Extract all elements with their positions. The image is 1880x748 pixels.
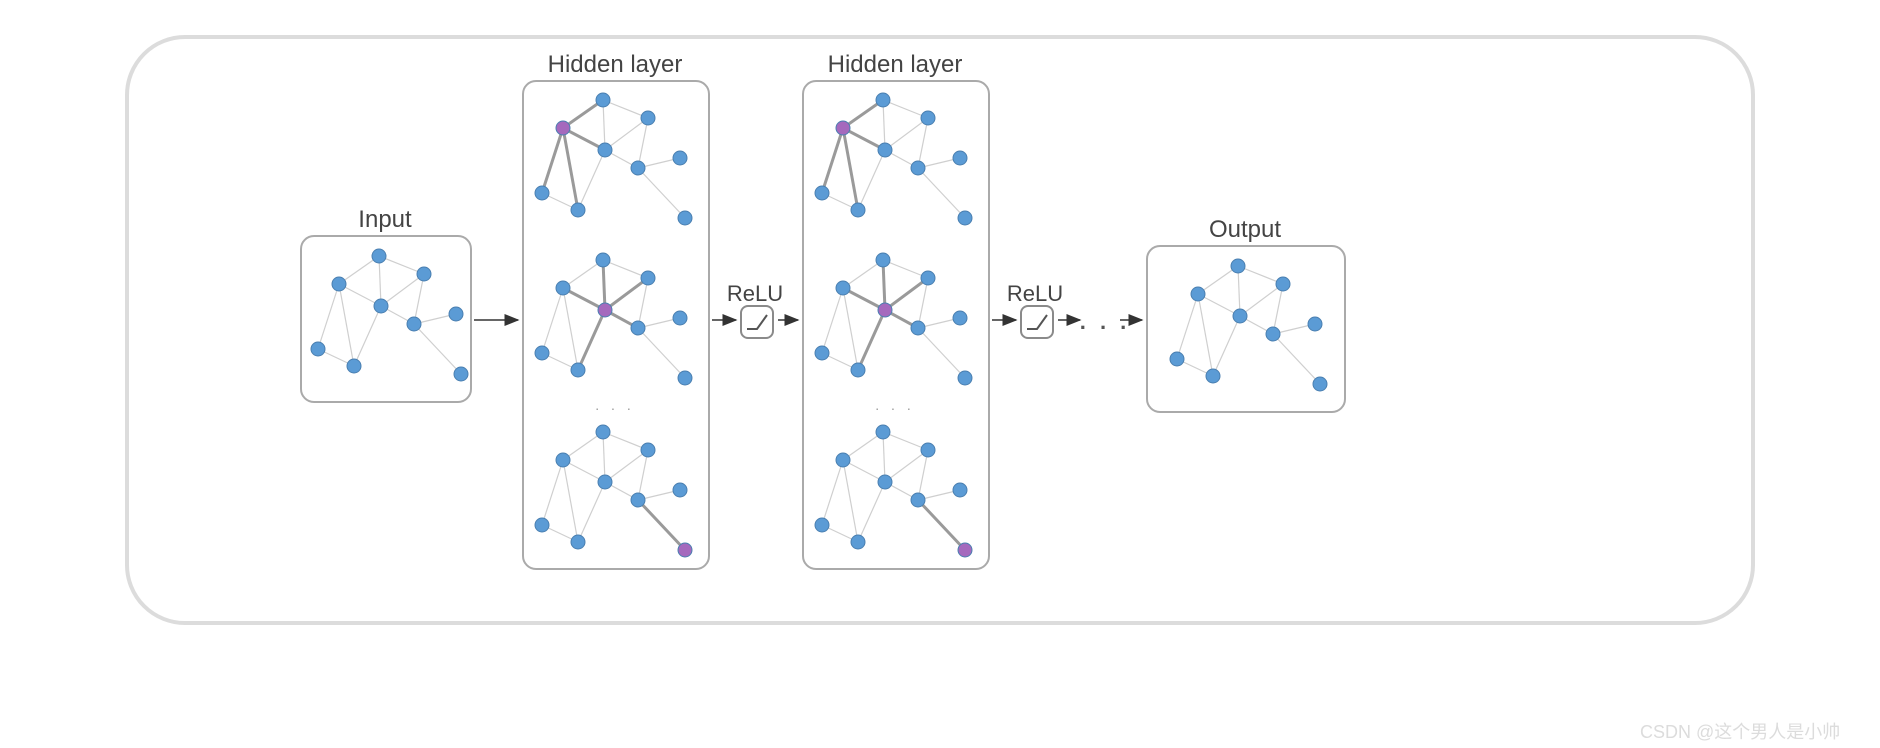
- input-box: [300, 235, 472, 403]
- hidden1-vdots: . . .: [595, 397, 634, 413]
- relu1-box: [740, 305, 774, 339]
- relu-icon: [1022, 307, 1052, 337]
- relu2-label: ReLU: [1007, 281, 1063, 307]
- output-title: Output: [1209, 216, 1281, 244]
- watermark: CSDN @这个男人是小帅: [1640, 718, 1840, 744]
- hdots: . . .: [1080, 309, 1131, 335]
- relu1-label: ReLU: [727, 281, 783, 307]
- hidden2-title: Hidden layer: [828, 51, 963, 79]
- input-title: Input: [358, 206, 411, 234]
- relu2-box: [1020, 305, 1054, 339]
- hidden2-vdots: . . .: [875, 397, 914, 413]
- output-box: [1146, 245, 1346, 413]
- hidden1-title: Hidden layer: [548, 51, 683, 79]
- hidden2-box: [802, 80, 990, 570]
- relu-icon: [742, 307, 772, 337]
- hidden1-box: [522, 80, 710, 570]
